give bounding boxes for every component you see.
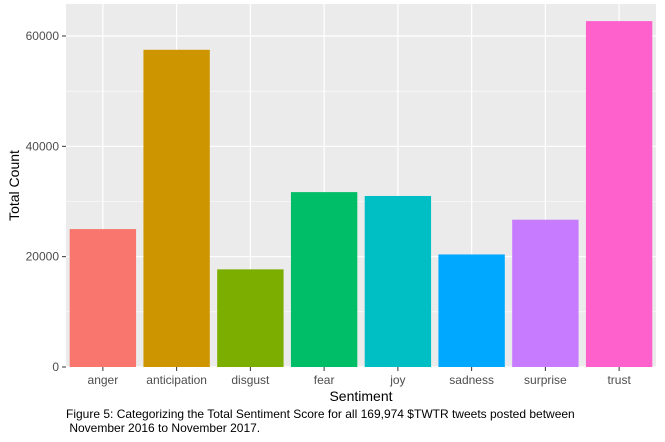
bars [69,21,653,367]
x-tick-label-disgust: disgust [231,373,270,387]
bar-joy [364,195,432,367]
caption-line-1: Figure 5: Categorizing the Total Sentime… [66,407,575,421]
x-tick-label-anger: anger [88,373,119,387]
x-axis-title: Sentiment [329,388,392,404]
y-axis: 0 20000 40000 60000 [26,29,66,374]
x-tick-label-joy: joy [389,373,405,387]
bar-trust [585,21,653,367]
caption-line-2: November 2016 to November 2017. [66,421,261,435]
figure-caption: Figure 5: Categorizing the Total Sentime… [66,407,656,435]
y-axis-title: Total Count [6,150,22,221]
bar-fear [290,192,358,367]
x-tick-label-trust: trust [607,373,631,387]
x-tick-label-anticipation: anticipation [146,373,207,387]
bar-disgust [217,269,284,367]
x-tick-label-fear: fear [314,373,335,387]
x-axis: anger anticipation disgust fear joy sadness su… [88,367,631,387]
bar-anger [69,229,137,367]
x-tick-label-sadness: sadness [449,373,494,387]
y-tick-label: 40000 [26,139,60,153]
bar-sadness [438,254,505,367]
y-tick-label: 60000 [26,29,60,43]
x-tick-label-surprise: surprise [524,373,567,387]
bar-surprise [512,219,579,367]
y-tick-label: 20000 [26,250,60,264]
y-tick-label: 0 [52,360,59,374]
bar-anticipation [143,49,210,367]
